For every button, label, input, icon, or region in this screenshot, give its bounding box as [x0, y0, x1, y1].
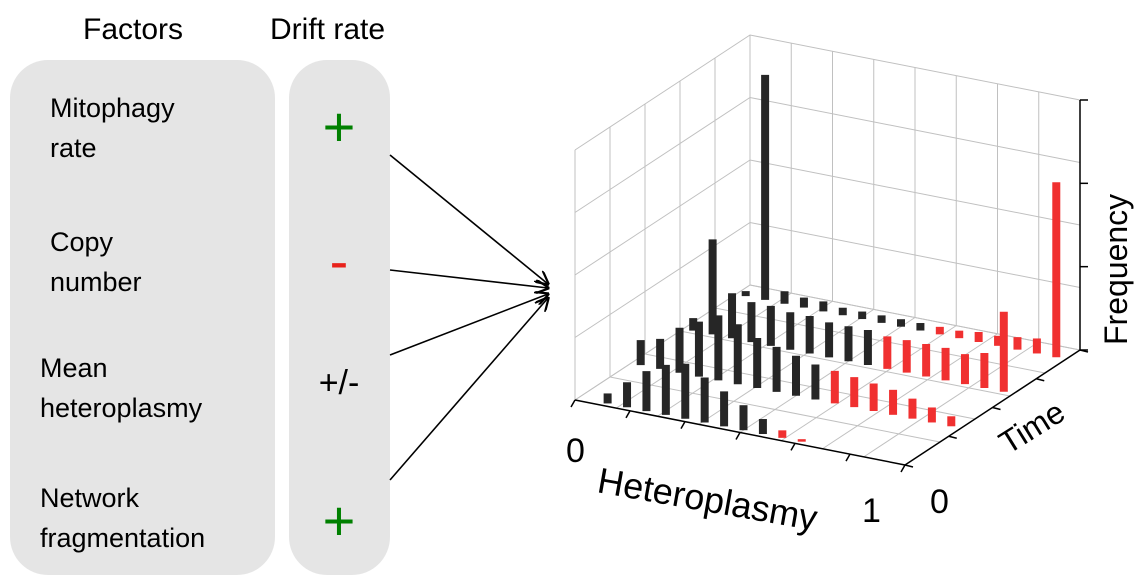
y-tick-mark: [904, 464, 914, 468]
histogram-3d-plot: [570, 34, 1089, 473]
factor-label-line1: Mean: [40, 353, 108, 383]
grid-line: [822, 333, 998, 450]
x-tick-mark: [625, 410, 631, 419]
x-tick-1: 1: [862, 492, 881, 530]
grid-line: [574, 96, 1081, 213]
x-tick-mark: [570, 399, 576, 408]
z-axis-label: Frequency: [1098, 194, 1134, 345]
x-axis-label: Heteroplasmy: [595, 460, 821, 539]
x-tick-mark: [900, 464, 906, 473]
grid-line: [574, 159, 1081, 276]
grid-line: [574, 34, 1081, 151]
factor-mean-heteroplasmy: Mean heteroplasmy: [40, 348, 202, 428]
drift-rate-header: Drift rate: [270, 13, 386, 46]
factor-network-fragmentation: Network fragmentation: [40, 478, 205, 558]
x-tick-mark: [735, 432, 741, 440]
drift-sign-copy-number: -: [329, 229, 349, 292]
factors-header: Factors: [83, 13, 184, 46]
drift-rate-panel: + - +/- +: [289, 60, 390, 575]
factor-label-line2: fragmentation: [40, 523, 206, 553]
y-axis-label: Time: [993, 393, 1071, 461]
factor-label-line2: heteroplasmy: [40, 393, 203, 423]
factor-label-line1: Copy: [50, 227, 114, 257]
drift-sign-mitophagy: +: [322, 95, 356, 158]
y-tick-mark: [948, 435, 957, 439]
y-tick-mark: [992, 406, 1001, 411]
factor-label-line1: Mitophagy: [50, 93, 175, 123]
x-tick-mark: [680, 421, 686, 430]
factor-mitophagy-rate: Mitophagy rate: [50, 88, 175, 168]
drift-sign-fragmentation: +: [322, 489, 356, 552]
x-tick-mark: [790, 442, 796, 451]
factor-copy-number: Copy number: [50, 222, 142, 302]
arrow-fragmentation: [389, 298, 548, 481]
arrows: [389, 154, 548, 481]
arrow-mitophagy: [389, 154, 548, 284]
arrow-heteroplasmy: [389, 294, 548, 356]
y-tick-mark: [1036, 378, 1045, 382]
grid-line: [863, 341, 1040, 458]
grid-line: [574, 284, 1081, 401]
grid-line: [574, 221, 1081, 338]
x-tick-0: 0: [566, 432, 585, 470]
factor-label-line1: Network: [40, 483, 140, 513]
factor-label-line2: number: [50, 267, 142, 297]
x-tick-mark: [845, 453, 851, 462]
axis-labels: Heteroplasmy Time Frequency 0 1 0: [566, 194, 1134, 539]
factors-panel: Mitophagy rate Copy number Mean heteropl…: [10, 60, 275, 575]
y-tick-0: 0: [930, 483, 949, 521]
factor-label-line2: rate: [50, 133, 97, 163]
arrow-copy-number: [389, 269, 548, 288]
drift-sign-heteroplasmy: +/-: [318, 364, 360, 402]
